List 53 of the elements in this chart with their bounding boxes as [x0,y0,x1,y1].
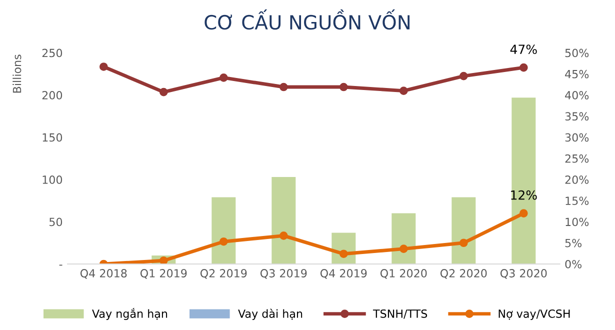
x-tick-label: Q4 2019 [320,269,367,279]
y2-tick-label: 45% [565,70,589,78]
point [219,74,228,82]
x-tick-label: Q4 2018 [80,269,127,279]
point [279,232,288,240]
y2-tick-label: 50% [565,48,589,58]
data-label: 47% [510,44,537,54]
legend-label: Vay ngắn hạn [92,308,168,320]
y-tick-label: - [59,264,62,266]
point [519,209,528,218]
y2-tick-label: 35% [565,112,589,121]
y2-tick-label: 0% [565,260,582,268]
point [279,82,288,92]
y-tick-label: 50 [50,218,62,226]
y-tick-label: 150 [42,133,62,142]
legend-label: TSNH/TTS [372,309,428,319]
point [339,250,348,258]
bar [512,98,536,264]
point [159,256,168,264]
x-tick-label: Q2 2020 [440,269,487,279]
y2-tick-label: 30% [565,133,589,142]
point [339,82,348,92]
x-tick-label: Q1 2019 [140,269,187,279]
point [99,62,108,71]
point [159,88,168,96]
y-axis-title: Billions [12,54,22,93]
legend-label: Nợ vay/VCSH [498,309,570,320]
point [219,237,228,246]
y-tick-label: 200 [42,91,62,100]
x-tick-label: Q3 2019 [260,269,307,279]
point [459,238,468,248]
x-tick-label: Q3 2020 [500,269,547,279]
bar [392,213,416,264]
bar [452,197,476,264]
y2-tick-label: 20% [565,175,589,184]
x-tick-label: Q1 2020 [380,269,427,279]
point [459,72,468,80]
point [399,86,408,95]
bar [272,176,296,264]
x-tick-label: Q2 2019 [200,269,247,279]
point [519,63,528,72]
point [399,244,408,253]
y2-tick-label: 25% [565,154,589,163]
y2-tick-label: 5% [565,238,582,248]
data-label: 12% [511,190,537,200]
chart-title: CƠ CẤU NGUỒN VỐN [204,9,410,30]
legend-label: Vay dài hạn [238,308,302,320]
y-tick-label: 100 [42,175,62,184]
y-tick-label: 250 [42,48,62,58]
y2-tick-label: 40% [565,91,589,100]
bar [212,197,236,264]
y2-tick-label: 15% [566,196,589,206]
y2-tick-label: 10% [566,218,589,226]
